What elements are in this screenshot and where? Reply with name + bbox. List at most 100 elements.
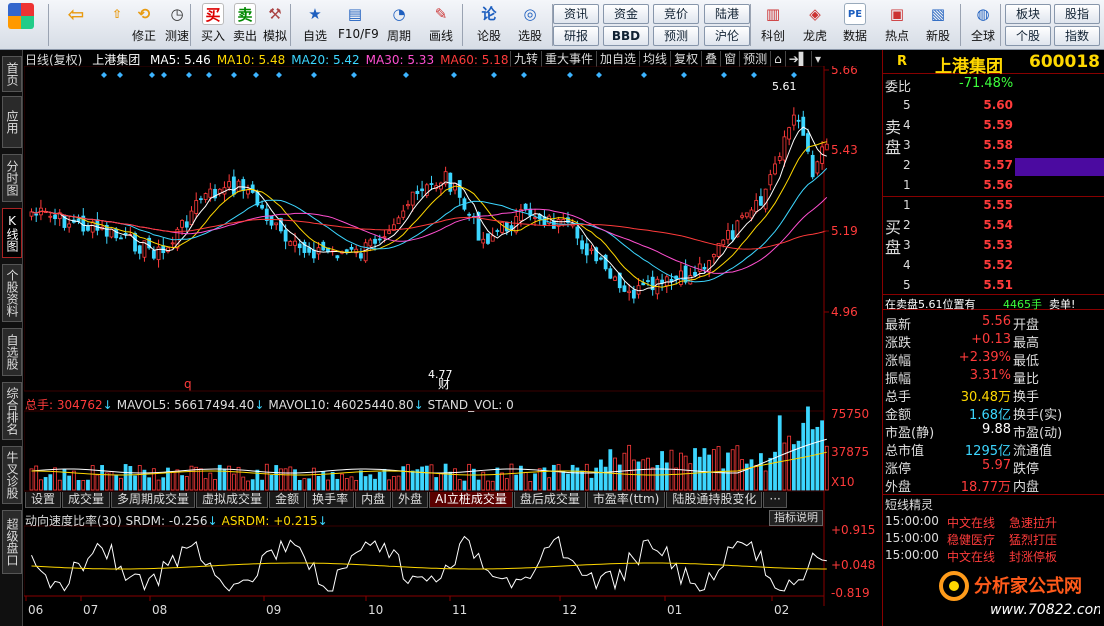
toolbar-right-button-3[interactable]: 指数 — [1054, 26, 1100, 46]
kline-tab-2[interactable]: 加自选 — [596, 51, 639, 67]
indicator-tab-9[interactable]: 盘后成交量 — [513, 492, 586, 508]
period-label[interactable]: 日线(复权) — [25, 53, 83, 67]
chart-canvas[interactable]: 5.66 5.43 5.19 4.96 5.61 4.77 q 财 75750 37875 X10 +… — [24, 66, 880, 626]
event-marker-icon[interactable] — [206, 72, 212, 78]
event-marker-icon[interactable] — [276, 72, 282, 78]
kline-tab-0[interactable]: 九转 — [510, 51, 541, 67]
toolbar-right-button-2[interactable]: 个股 — [1005, 26, 1051, 46]
toolbar-nav-1-button[interactable]: ⇦ — [58, 2, 94, 48]
kline-tab-4[interactable]: 复权 — [670, 51, 701, 67]
kline-tab-1[interactable]: 重大事件 — [541, 51, 596, 67]
ask-row[interactable]: 3 5.58 — [883, 138, 1104, 156]
indicator-help-button[interactable]: 指标说明 — [769, 510, 823, 526]
event-marker-icon[interactable] — [567, 72, 573, 78]
short-line-item[interactable]: 15:00:00 稳健医疗 猛烈打压 — [885, 531, 1103, 547]
indicator-tab-4[interactable]: 金额 — [269, 492, 306, 508]
toolbar-14-button[interactable]: ▥ 科创 — [756, 2, 790, 48]
toolbar-small-button-6[interactable]: 预测 — [653, 26, 699, 46]
event-marker-icon[interactable] — [491, 72, 497, 78]
toolbar-3-button[interactable]: ⟲ 修正 — [127, 2, 161, 48]
toolbar-17-button[interactable]: ▣ 热点 — [880, 2, 914, 48]
kline-tab-5[interactable]: 叠 — [701, 51, 720, 67]
short-line-item[interactable]: 15:00:00 中文在线 急速拉升 — [885, 514, 1103, 530]
indicator-tab-3[interactable]: 虚拟成交量 — [196, 492, 269, 508]
toolbar-15-button[interactable]: ◈ 龙虎 — [798, 2, 832, 48]
indicator-tab-8[interactable]: AI立桩成交量 — [429, 492, 513, 508]
toolbar-8-button[interactable]: ★ 自选 — [298, 2, 332, 48]
toolbar-right-button-1[interactable]: 股指 — [1054, 4, 1100, 24]
event-marker-icon[interactable] — [596, 72, 602, 78]
event-marker-icon[interactable] — [117, 72, 123, 78]
nav-tab-8[interactable]: 超级盘口 — [2, 510, 22, 574]
toolbar-7-button[interactable]: ⚒ 模拟 — [258, 2, 292, 48]
ask-row[interactable]: 1 5.56 — [883, 178, 1104, 196]
event-marker-icon[interactable] — [161, 72, 167, 78]
indicator-tab-0[interactable]: 设置 — [25, 492, 62, 508]
kline-tab-9[interactable]: ➔▌ — [784, 51, 811, 67]
bid-row[interactable]: 3 5.53 — [883, 238, 1104, 256]
nav-tab-2[interactable]: 分时图 — [2, 154, 22, 202]
toolbar-small-button-2[interactable]: 竞价 — [653, 4, 699, 24]
indicator-tab-1[interactable]: 成交量 — [62, 492, 111, 508]
toolbar-nav-0-button[interactable] — [4, 2, 38, 48]
bid-row[interactable]: 4 5.52 — [883, 258, 1104, 276]
kline-tab-10[interactable]: ▾ — [811, 51, 824, 67]
event-marker-icon[interactable] — [641, 72, 647, 78]
nav-tab-1[interactable]: 应用 — [2, 96, 22, 148]
toolbar-nav-2-button[interactable]: ⇧ — [100, 2, 134, 48]
toolbar-18-button[interactable]: ▧ 新股 — [921, 2, 955, 48]
toolbar-small-button-4[interactable]: 研报 — [553, 26, 599, 46]
event-marker-icon[interactable] — [521, 72, 527, 78]
event-marker-icon[interactable] — [751, 72, 757, 78]
event-marker-icon[interactable] — [311, 72, 317, 78]
event-marker-icon[interactable] — [791, 72, 797, 78]
event-marker-icon[interactable] — [253, 72, 259, 78]
event-marker-icon[interactable] — [101, 72, 107, 78]
event-marker-icon[interactable] — [231, 72, 237, 78]
indicator-tab-7[interactable]: 外盘 — [392, 492, 429, 508]
ask-row[interactable]: 5 5.60 — [883, 98, 1104, 116]
toolbar-small-button-3[interactable]: 陆港 — [704, 4, 750, 24]
nav-tab-0[interactable]: 首页 — [2, 56, 22, 92]
toolbar-19-button[interactable]: ◍ 全球 — [966, 2, 1000, 48]
kline-tab-6[interactable]: 窗 — [720, 51, 739, 67]
nav-tab-7[interactable]: 牛叉诊股 — [2, 446, 22, 504]
toolbar-11-button[interactable]: ✎ 画线 — [424, 2, 458, 48]
indicator-tab-12[interactable]: ··· — [763, 492, 787, 508]
toolbar-5-button[interactable]: 买买入 — [196, 2, 230, 48]
event-marker-icon[interactable] — [681, 72, 687, 78]
indicator-tab-11[interactable]: 陆股通持股变化 — [666, 492, 763, 508]
toolbar-right-button-0[interactable]: 板块 — [1005, 4, 1051, 24]
event-marker-icon[interactable] — [149, 72, 155, 78]
toolbar-small-button-5[interactable]: BBD — [603, 26, 649, 46]
kline-tab-3[interactable]: 均线 — [639, 51, 670, 67]
toolbar-13-button[interactable]: ◎ 选股 — [513, 2, 547, 48]
toolbar-small-button-0[interactable]: 资讯 — [553, 4, 599, 24]
toolbar-16-button[interactable]: PE 数据 — [838, 2, 872, 48]
nav-tab-3[interactable]: K线图 — [2, 208, 22, 258]
event-marker-icon[interactable] — [186, 72, 192, 78]
kline-tab-7[interactable]: 预测 — [739, 51, 770, 67]
short-line-item[interactable]: 15:00:00 中文在线 封涨停板 — [885, 548, 1103, 564]
bid-row[interactable]: 5 5.51 — [883, 278, 1104, 296]
toolbar-6-button[interactable]: 卖卖出 — [228, 2, 262, 48]
kline-tab-8[interactable]: ⌂ — [770, 51, 785, 67]
event-marker-icon[interactable] — [721, 72, 727, 78]
toolbar-12-button[interactable]: 论论股 — [472, 2, 506, 48]
event-marker-icon[interactable] — [451, 72, 457, 78]
toolbar-small-button-1[interactable]: 资金 — [603, 4, 649, 24]
toolbar-10-button[interactable]: ◔ 周期 — [382, 2, 416, 48]
indicator-tab-5[interactable]: 换手率 — [306, 492, 355, 508]
indicator-tab-6[interactable]: 内盘 — [355, 492, 392, 508]
indicator-tab-10[interactable]: 市盈率(ttm) — [586, 492, 666, 508]
nav-tab-4[interactable]: 个股资料 — [2, 264, 22, 322]
bid-row[interactable]: 2 5.54 — [883, 218, 1104, 236]
toolbar-small-button-7[interactable]: 沪伦 — [704, 26, 750, 46]
bid-row[interactable]: 1 5.55 — [883, 198, 1104, 216]
nav-tab-6[interactable]: 综合排名 — [2, 382, 22, 440]
toolbar-4-button[interactable]: ◷ 测速 — [160, 2, 194, 48]
event-marker-icon[interactable] — [351, 72, 357, 78]
ask-row[interactable]: 2 5.57 — [883, 158, 1104, 176]
nav-tab-5[interactable]: 自选股 — [2, 328, 22, 376]
toolbar-9-button[interactable]: ▤ F10/F9 — [338, 2, 379, 48]
